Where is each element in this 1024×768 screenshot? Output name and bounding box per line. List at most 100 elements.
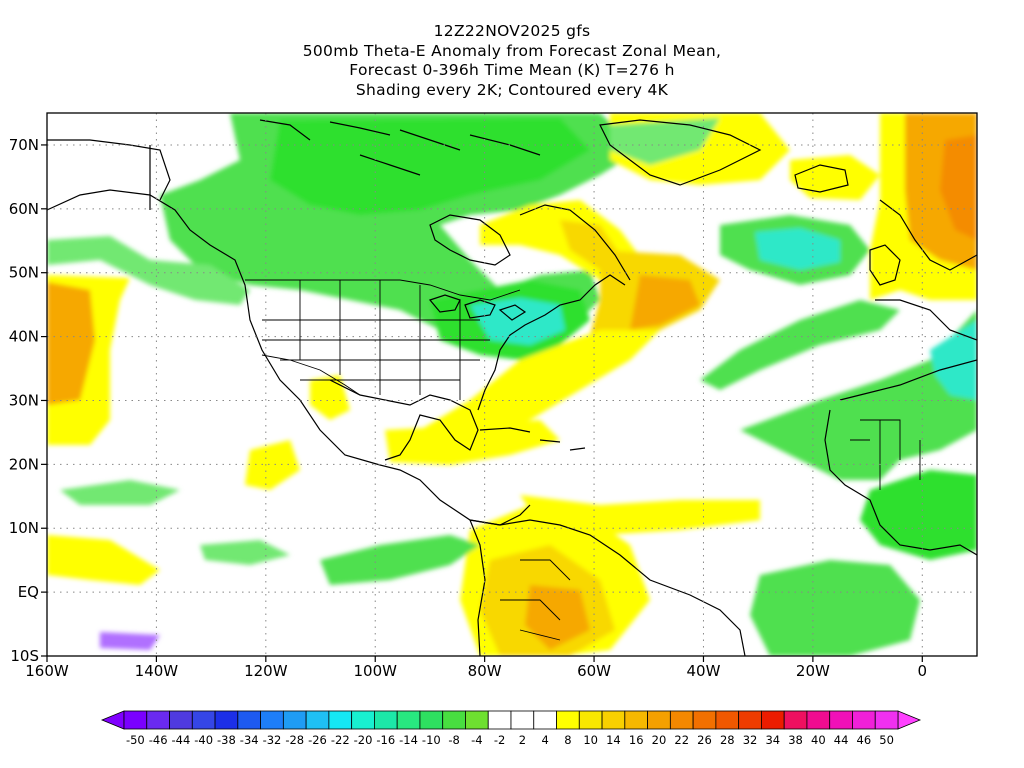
colorbar-label: -38	[217, 733, 236, 747]
colorbar-label: -4	[471, 733, 482, 747]
colorbar-label: 46	[857, 733, 872, 747]
colorbar-swatch	[351, 710, 375, 730]
colorbar-swatch	[556, 710, 580, 730]
coast-east-us	[477, 274, 626, 411]
colorbar-label: 44	[834, 733, 849, 747]
coast-arctic-islands	[259, 119, 541, 176]
lat-tick-label: 30N	[9, 391, 39, 409]
colorbar-swatch	[533, 710, 557, 730]
colorbar-swatch	[191, 710, 216, 730]
colorbar-swatch	[715, 710, 740, 730]
colorbar-label: 50	[879, 733, 894, 747]
colorbar-swatch	[669, 710, 694, 730]
colorbar: -50 -46 -44 -40 -38 -34 -32 -28 -26 -22 -20 -16 -14-…	[100, 710, 922, 747]
colorbar-label: -34	[240, 733, 259, 747]
lat-tick-label: 10N	[9, 519, 39, 537]
shade-pacific-green-1	[60, 480, 180, 505]
colorbar-label: -22	[331, 733, 350, 747]
colorbar-swatch	[624, 710, 648, 730]
colorbar-swatch	[601, 710, 626, 730]
colorbar-label: 40	[811, 733, 826, 747]
border-states-grid	[262, 280, 490, 400]
title-line-2: 500mb Theta-E Anomaly from Forecast Zona…	[302, 41, 722, 60]
coast-alaska	[47, 139, 171, 210]
colorbar-label: 14	[606, 733, 621, 747]
colorbar-label: 2	[519, 733, 526, 747]
colorbar-label: -44	[172, 733, 191, 747]
colorbar-label: 38	[788, 733, 803, 747]
colorbar-swatch	[146, 710, 170, 730]
anomaly-shading	[47, 113, 977, 656]
colorbar-swatch	[578, 710, 603, 730]
colorbar-label: -28	[285, 733, 304, 747]
colorbar-swatch	[852, 710, 876, 730]
gridlines	[47, 113, 977, 656]
colorbar-label: -32	[263, 733, 282, 747]
colorbar-right-arrow	[897, 710, 922, 730]
colorbar-swatch	[510, 710, 535, 730]
lat-tick-label: 50N	[9, 264, 39, 282]
coast-africa	[824, 359, 977, 556]
shade-epac-green	[320, 535, 480, 585]
colorbar-label: -26	[308, 733, 327, 747]
colorbar-label: -20	[354, 733, 373, 747]
colorbar-label: 32	[743, 733, 758, 747]
lon-tick-label: 60W	[577, 662, 611, 680]
border-us-mexico	[261, 354, 361, 396]
colorbar-swatch	[738, 710, 762, 730]
colorbar-label: -10	[422, 733, 441, 747]
lon-tick-label: 140W	[135, 662, 179, 680]
longitude-axis: 160W 140W 120W 100W 80W 60W 40W 20W 0	[25, 656, 927, 680]
colorbar-swatch	[419, 710, 444, 730]
colorbar-swatch	[282, 710, 307, 730]
coast-gulf	[329, 379, 479, 461]
lat-tick-label: 60N	[9, 200, 39, 218]
shade-nafrica-cyan	[930, 320, 977, 400]
colorbar-swatch	[374, 710, 398, 730]
lat-tick-label: 40N	[9, 328, 39, 346]
lon-tick-label: 20W	[796, 662, 830, 680]
colorbar-swatch	[806, 710, 831, 730]
border-us-canada	[245, 279, 521, 301]
coast-hudson	[429, 214, 511, 266]
border-samerica-interior	[500, 559, 571, 641]
shade-greenland-green	[610, 118, 720, 165]
colorbar-label: -16	[376, 733, 395, 747]
colorbar-swatch	[465, 710, 489, 730]
colorbar-label: 8	[564, 733, 571, 747]
border-africa-interior	[850, 419, 921, 490]
colorbar-swatch	[829, 710, 853, 730]
coast-labrador	[519, 204, 631, 281]
colorbar-label: -8	[448, 733, 459, 747]
colorbar-swatch	[874, 710, 899, 730]
colorbar-label: -14	[399, 733, 418, 747]
lon-tick-label: 100W	[354, 662, 398, 680]
colorbar-label: 10	[583, 733, 598, 747]
plot-frame	[46, 112, 978, 657]
colorbar-swatch	[396, 710, 421, 730]
colorbar-swatch	[123, 710, 148, 730]
colorbar-swatch	[214, 710, 239, 730]
shade-pacific-nw	[47, 236, 250, 305]
colorbar-label: -2	[494, 733, 505, 747]
colorbar-label: 22	[674, 733, 689, 747]
colorbar-label: -46	[149, 733, 168, 747]
lon-tick-label: 120W	[244, 662, 288, 680]
shade-atlantic-deep	[630, 275, 700, 330]
lat-tick-label: 20N	[9, 455, 39, 473]
latitude-axis: 70N 60N 50N 40N 30N 20N 10N EQ 10S	[9, 136, 47, 665]
shade-europe-deep	[940, 135, 977, 240]
colorbar-swatch	[260, 710, 284, 730]
lat-tick-label: EQ	[18, 583, 39, 601]
colorbar-swatch	[237, 710, 261, 730]
title-line-1: 12Z22NOV2025 gfs	[433, 22, 591, 40]
colorbar-label: -40	[194, 733, 213, 747]
lon-tick-label: 0	[918, 662, 928, 680]
coast-north-america	[47, 189, 531, 526]
title-line-4: Shading every 2K; Contoured every 4K	[355, 80, 669, 99]
political-borders	[245, 279, 921, 641]
lon-tick-label: 40W	[687, 662, 721, 680]
title-block: 12Z22NOV2025 gfs 500mb Theta-E Anomaly f…	[0, 22, 1024, 100]
colorbar-swatch	[305, 710, 330, 730]
